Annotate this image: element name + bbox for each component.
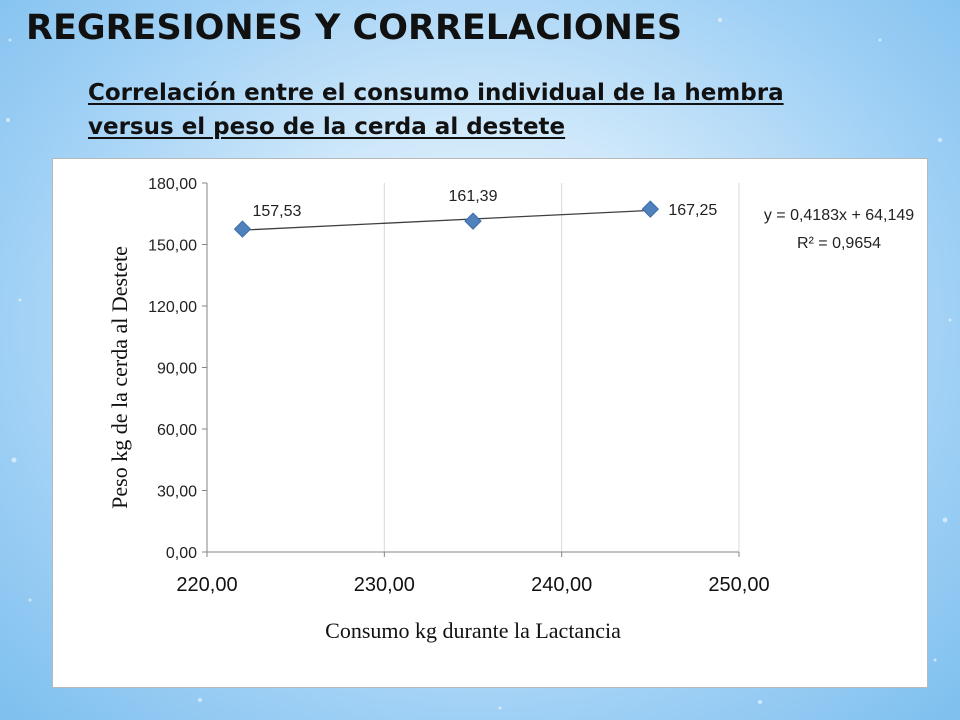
data-label: 161,39 [449,188,498,205]
data-point-marker [464,212,482,230]
slide-title: REGRESIONES Y CORRELACIONES [26,8,683,48]
x-tick-label: 250,00 [708,574,769,596]
y-tick-label: 180,00 [148,176,197,193]
chart-frame: 0,00 30,00 60,00 90,00 120,00 150,00 180,00 220… [52,158,928,688]
y-tick-label: 90,00 [157,361,197,378]
trendline-equation: y = 0,4183x + 64,149 [764,207,914,224]
y-tick-label: 150,00 [148,238,197,255]
data-point-marker [233,220,252,238]
subtitle-line-1: Correlación entre el consumo individual … [88,80,784,106]
trendline-r-squared: R² = 0,9654 [797,235,881,252]
y-tick-label: 30,00 [157,484,197,501]
x-tick-label: 220,00 [176,574,237,596]
trendline [242,209,651,231]
x-tick-label: 230,00 [354,574,415,596]
y-axis-title: Peso kg de la cerda al Destete [107,246,132,509]
y-tick-label: 0,00 [166,545,197,562]
x-tick-label: 240,00 [531,574,592,596]
data-point-marker [641,200,660,218]
subtitle-line-2: versus el peso de la cerda al destete [88,114,566,140]
y-tick-label: 60,00 [157,422,197,439]
y-tick-label: 120,00 [148,299,197,316]
x-axis-title: Consumo kg durante la Lactancia [325,618,621,643]
scatter-chart: 0,00 30,00 60,00 90,00 120,00 150,00 180,00 220… [107,176,914,643]
slide-subtitle: Correlación entre el consumo individual … [88,76,918,144]
data-label: 157,53 [252,203,301,220]
data-label: 167,25 [668,202,717,219]
